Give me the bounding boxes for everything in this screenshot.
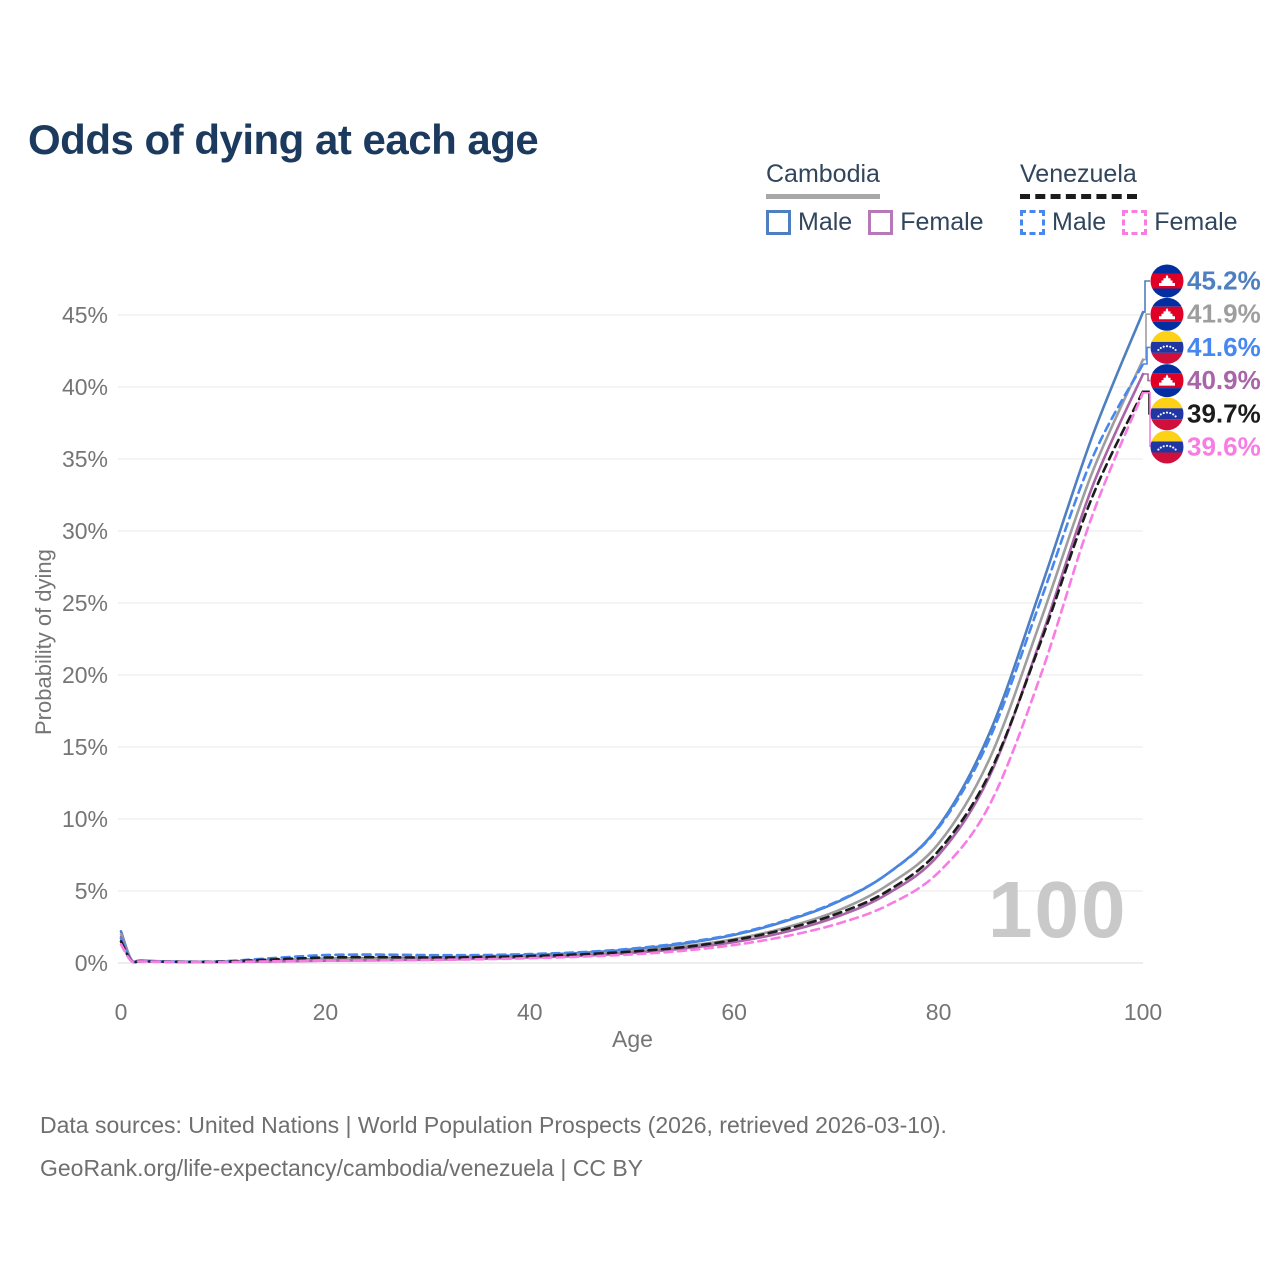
end-label-connector [1143,313,1150,361]
y-tick-label: 15% [62,734,108,760]
y-tick-label: 5% [75,878,108,904]
venezuela-female-swatch-icon [1122,210,1148,235]
legend-item-label: Male [798,208,853,236]
end-label-connector [1143,391,1151,447]
legend-item-label: Male [1052,208,1107,236]
end-label-connector [1143,280,1150,313]
flag-icon-cambodia [1150,264,1184,298]
x-tick-label: 20 [313,999,339,1025]
legend-header-cambodia: Cambodia [766,160,880,199]
page-title: Odds of dying at each age [28,116,539,164]
series-line-venezuela-female[interactable] [119,391,1145,964]
end-value-label: 40.9% [1187,365,1261,395]
flag-icon-venezuela [1150,397,1184,431]
y-axis-title: Probability of dying [31,549,56,735]
end-value-label: 41.9% [1187,299,1261,329]
end-value-label: 45.2% [1187,266,1261,296]
end-value-label: 39.7% [1187,398,1261,428]
cambodia-male-swatch-icon [766,210,791,235]
end-value-label: 39.6% [1187,432,1261,462]
legend-header-venezuela: Venezuela [1020,160,1137,199]
legend-item-venezuela-female[interactable]: Female [1122,208,1238,237]
x-tick-label: 0 [115,999,128,1025]
legend-item-venezuela-male[interactable]: Male [1020,208,1106,237]
y-tick-label: 20% [62,662,108,688]
y-tick-label: 25% [62,590,108,616]
x-tick-label: 100 [1124,999,1162,1025]
legend-item-label: Female [900,208,984,236]
y-tick-label: 30% [62,518,108,544]
footer-attribution-line: GeoRank.org/life-expectancy/cambodia/ven… [40,1155,644,1181]
end-label-connector [1143,346,1150,365]
x-axis-title: Age [612,1026,653,1052]
flag-icon-venezuela [1150,330,1184,364]
venezuela-male-swatch-icon [1020,210,1045,235]
cambodia-female-swatch-icon [868,210,894,235]
end-label-connector [1143,373,1150,382]
legend-item-cambodia-male[interactable]: Male [766,208,852,237]
x-tick-label: 60 [721,999,747,1025]
y-tick-label: 10% [62,806,108,832]
legend-group-venezuela: Venezuela Male Female [1020,160,1254,237]
y-tick-label: 40% [62,374,108,400]
legend-item-cambodia-female[interactable]: Female [868,208,984,237]
flag-icon-cambodia [1150,364,1184,398]
flag-icon-venezuela [1150,430,1184,464]
x-tick-label: 40 [517,999,543,1025]
end-value-label: 41.6% [1187,332,1261,362]
legend-item-label: Female [1154,208,1238,236]
flag-icon-cambodia [1150,297,1184,331]
y-tick-label: 0% [75,950,108,976]
footer-sources-line: Data sources: United Nations | World Pop… [40,1112,947,1138]
legend-group-cambodia: Cambodia Male Female [766,160,1000,237]
y-tick-label: 35% [62,446,108,472]
hover-age-watermark: 100 [988,865,1128,954]
y-tick-label: 45% [62,302,108,328]
end-label-connector [1143,390,1150,415]
footer: Data sources: United Nations | World Pop… [40,1104,947,1190]
x-tick-label: 80 [926,999,952,1025]
